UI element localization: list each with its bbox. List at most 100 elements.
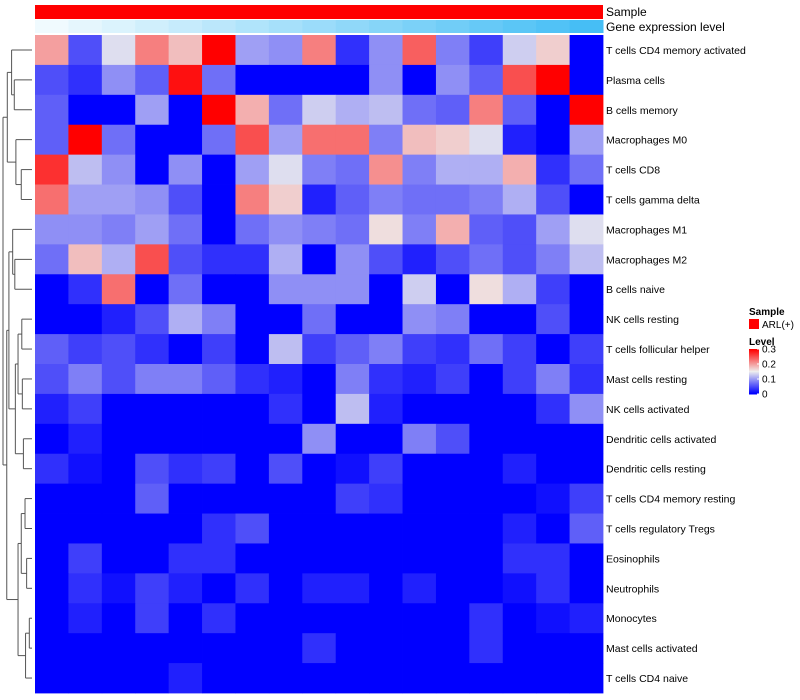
heatmap-cell bbox=[202, 334, 236, 365]
heatmap-cell bbox=[335, 334, 370, 365]
heatmap-cell bbox=[202, 483, 236, 514]
heatmap-cell bbox=[536, 274, 570, 305]
heatmap-cell bbox=[35, 274, 69, 305]
heatmap-cell bbox=[469, 364, 504, 395]
heatmap-cell bbox=[202, 453, 236, 485]
row-label: Eosinophils bbox=[606, 553, 660, 565]
heatmap-cell bbox=[35, 35, 69, 66]
heatmap-cell bbox=[35, 453, 69, 485]
heatmap-cell bbox=[369, 364, 403, 395]
heatmap-cell bbox=[502, 304, 537, 335]
heatmap-cell bbox=[35, 543, 69, 574]
heatmap-cell bbox=[536, 603, 570, 634]
heatmap-cell bbox=[135, 663, 170, 694]
heatmap-cell bbox=[402, 334, 437, 365]
row-label: Dendritic cells resting bbox=[606, 464, 706, 476]
legend-gradient-step bbox=[749, 390, 759, 392]
heatmap-cell bbox=[435, 334, 470, 365]
row-label: T cells follicular helper bbox=[606, 344, 710, 356]
heatmap-cell bbox=[402, 244, 437, 275]
heatmap-cell bbox=[469, 124, 504, 156]
heatmap-cell bbox=[536, 393, 570, 425]
heatmap-cell bbox=[335, 603, 370, 634]
heatmap-cell bbox=[402, 35, 437, 66]
heatmap-cell bbox=[235, 663, 270, 694]
heatmap-cell bbox=[536, 35, 570, 66]
heatmap-cell bbox=[302, 483, 337, 514]
heatmap-cell bbox=[435, 304, 470, 335]
heatmap-cell bbox=[168, 603, 203, 634]
legend-gradient-step bbox=[749, 373, 759, 375]
heatmap-cell bbox=[569, 124, 604, 156]
heatmap-cell bbox=[168, 364, 203, 395]
legend-gradient-step bbox=[749, 361, 759, 363]
heatmap-cell bbox=[435, 603, 470, 634]
heatmap-cell bbox=[68, 94, 103, 126]
heatmap-cell bbox=[302, 334, 337, 365]
legend-gradient-step bbox=[749, 370, 759, 372]
heatmap-cell bbox=[369, 124, 403, 156]
heatmap-cell bbox=[268, 453, 303, 485]
heatmap-cell bbox=[135, 274, 170, 305]
heatmap-cell bbox=[101, 603, 136, 634]
heatmap-cell bbox=[35, 393, 69, 425]
heatmap-cell bbox=[235, 274, 270, 305]
heatmap-cell bbox=[369, 334, 403, 365]
heatmap-cell bbox=[536, 513, 570, 544]
row-label: NK cells activated bbox=[606, 404, 690, 416]
heatmap-cell bbox=[35, 124, 69, 156]
legend-gradient-step bbox=[749, 379, 759, 381]
heatmap-cell bbox=[469, 214, 504, 245]
legend-gradient-step bbox=[749, 377, 759, 379]
expression-level-segment bbox=[536, 20, 571, 33]
heatmap-cell bbox=[469, 603, 504, 634]
legend-gradient-step bbox=[749, 352, 759, 354]
legend-gradient-step bbox=[749, 349, 759, 351]
heatmap-cell bbox=[101, 35, 136, 66]
heatmap-cell bbox=[35, 64, 69, 96]
heatmap-cell bbox=[135, 244, 170, 275]
heatmap-cell bbox=[101, 124, 136, 156]
heatmap-cell bbox=[135, 603, 170, 634]
heatmap-cell bbox=[268, 513, 303, 544]
heatmap-cell bbox=[68, 393, 103, 425]
heatmap-cell bbox=[35, 663, 69, 694]
heatmap-cell bbox=[335, 543, 370, 574]
row-label: Mast cells resting bbox=[606, 374, 687, 386]
legend-gradient-step bbox=[749, 389, 759, 391]
heatmap-cell bbox=[202, 304, 236, 335]
heatmap-cell bbox=[235, 94, 270, 126]
heatmap-cell bbox=[369, 513, 403, 544]
heatmap-cell bbox=[469, 573, 504, 604]
heatmap-cell bbox=[135, 154, 170, 185]
heatmap-cell bbox=[469, 35, 504, 66]
heatmap-cell bbox=[268, 633, 303, 664]
expression-level-annotation-bar bbox=[35, 20, 604, 33]
heatmap-cell bbox=[68, 633, 103, 664]
heatmap-cell bbox=[435, 274, 470, 305]
heatmap-cell bbox=[402, 184, 437, 215]
legend: Sample ARL(+) Level 0.3 0.2 0.1 0 bbox=[749, 307, 794, 401]
heatmap-cell bbox=[101, 184, 136, 215]
row-label: T cells CD4 naive bbox=[606, 673, 688, 685]
heatmap-cell bbox=[302, 663, 337, 694]
heatmap-cell bbox=[202, 364, 236, 395]
row-label: Macrophages M0 bbox=[606, 135, 687, 147]
heatmap-cell bbox=[68, 35, 103, 66]
heatmap-cell bbox=[435, 124, 470, 156]
heatmap-cell bbox=[68, 483, 103, 514]
heatmap-cell bbox=[335, 124, 370, 156]
heatmap-cell bbox=[35, 304, 69, 335]
legend-gradient-step bbox=[749, 392, 759, 394]
heatmap-cell bbox=[302, 543, 337, 574]
heatmap-cell bbox=[435, 663, 470, 694]
heatmap-cell bbox=[235, 483, 270, 514]
legend-gradient-step bbox=[749, 383, 759, 385]
heatmap-cell bbox=[302, 154, 337, 185]
row-label: Neutrophils bbox=[606, 583, 659, 595]
row-label: Macrophages M2 bbox=[606, 254, 687, 266]
heatmap-cell bbox=[569, 244, 604, 275]
heatmap-cell bbox=[302, 64, 337, 96]
row-label: T cells gamma delta bbox=[606, 195, 700, 207]
heatmap-cell bbox=[235, 453, 270, 485]
